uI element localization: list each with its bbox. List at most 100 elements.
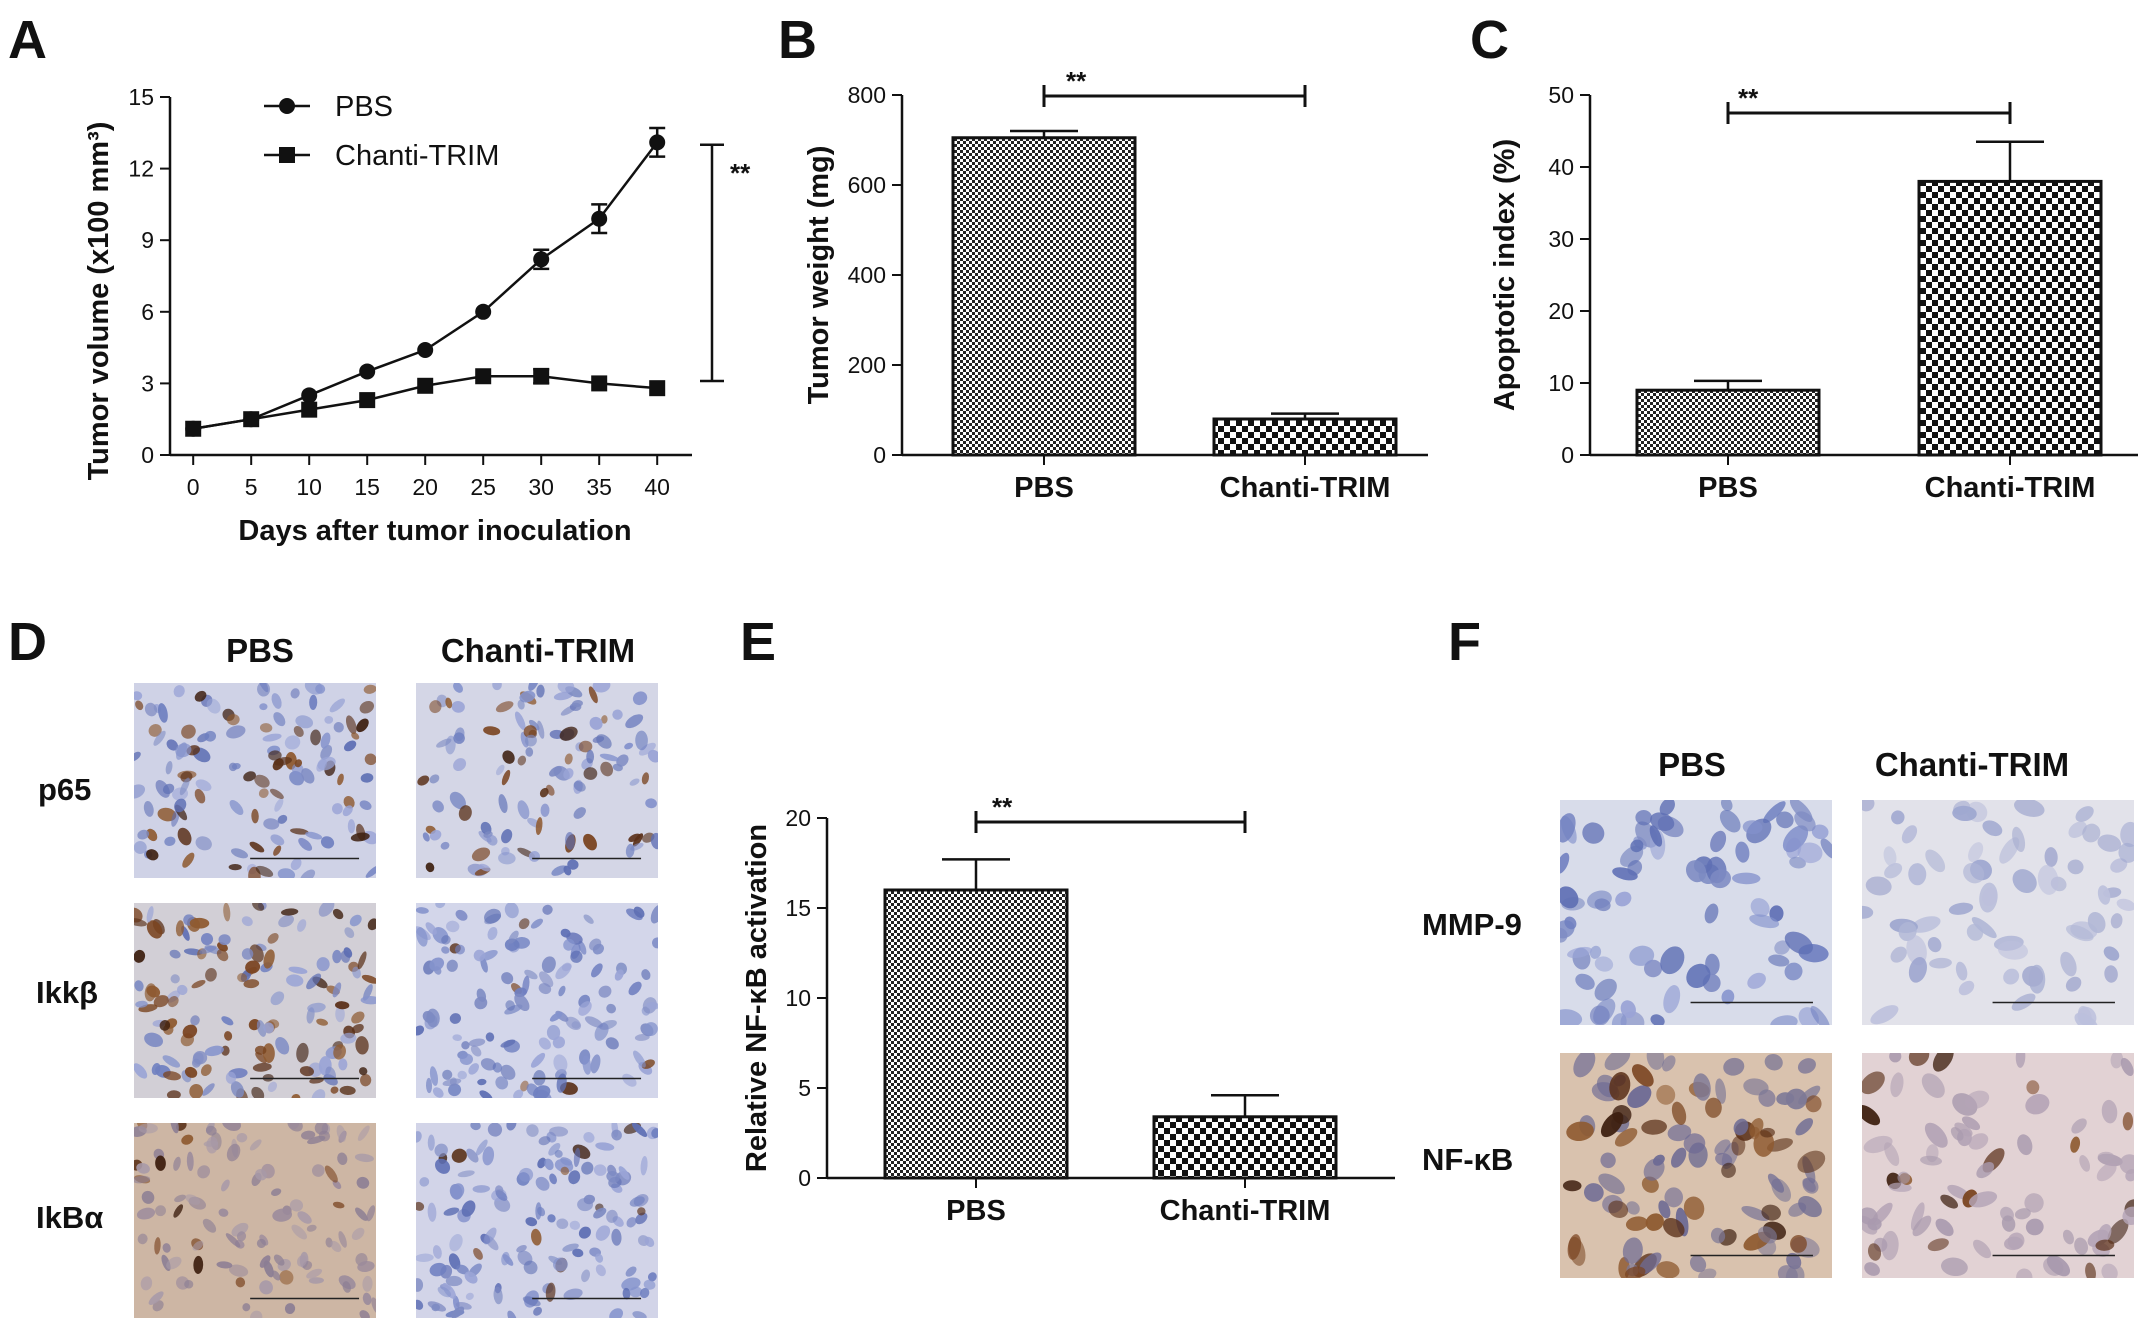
data-point <box>591 375 608 392</box>
nucleus <box>286 974 304 987</box>
nucleus <box>537 1157 547 1169</box>
nucleus <box>560 1166 570 1176</box>
nucleus <box>549 766 562 777</box>
nucleus <box>442 1069 453 1080</box>
nucleus <box>459 1053 474 1066</box>
nucleus <box>221 1016 234 1026</box>
nucleus <box>1638 1252 1662 1275</box>
nucleus <box>640 1155 648 1176</box>
nucleus <box>466 1148 479 1163</box>
nucleus <box>194 690 207 702</box>
nucleus <box>2062 1229 2074 1245</box>
nucleus <box>1795 1118 1814 1136</box>
nucleus <box>1750 898 1770 918</box>
nucleus <box>306 1224 317 1232</box>
nucleus <box>2101 1263 2118 1278</box>
nucleus <box>1612 1105 1632 1125</box>
nucleus <box>1627 1085 1652 1109</box>
nucleus <box>544 1158 554 1171</box>
nucleus <box>1982 887 1998 907</box>
nucleus <box>562 1243 579 1252</box>
nucleus <box>590 1054 601 1074</box>
nucleus <box>338 1058 348 1071</box>
nucleus <box>530 1052 546 1068</box>
panel-label-e: E <box>740 612 776 672</box>
nucleus <box>1735 841 1750 863</box>
panel-label-a: A <box>8 10 47 70</box>
nucleus <box>2025 1218 2044 1236</box>
nucleus <box>225 1071 237 1084</box>
nucleus <box>552 1036 566 1049</box>
nucleus <box>461 1041 470 1050</box>
nucleus <box>2070 1136 2081 1153</box>
nucleus <box>186 1151 194 1171</box>
nucleus <box>2004 1236 2023 1251</box>
nucleus <box>652 937 658 949</box>
nucleus <box>632 833 644 847</box>
tissue-background <box>416 903 658 1098</box>
nucleus <box>221 1179 230 1192</box>
nucleus <box>516 1244 527 1253</box>
nucleus <box>583 833 597 851</box>
nucleus <box>569 1220 581 1230</box>
nucleus <box>2104 965 2118 983</box>
nucleus <box>646 1001 658 1010</box>
nucleus <box>628 833 641 842</box>
nucleus <box>269 788 284 800</box>
nucleus <box>486 834 498 846</box>
nucleus <box>468 1063 479 1075</box>
nucleus <box>1720 800 1733 812</box>
micrograph-d-ikkb-pbs <box>134 903 376 1098</box>
nucleus <box>338 1231 347 1248</box>
nucleus <box>311 1089 326 1098</box>
nucleus <box>167 995 179 1008</box>
panel-label-d: D <box>8 612 47 672</box>
nucleus <box>2079 1155 2091 1172</box>
nucleus <box>457 1070 467 1080</box>
nucleus <box>181 1134 194 1145</box>
nucleus <box>362 1275 373 1292</box>
nucleus <box>1784 962 1803 981</box>
nucleus <box>195 836 212 851</box>
nucleus <box>279 1270 294 1285</box>
nucleus <box>479 1090 493 1098</box>
panel-label-c: C <box>1470 10 1509 70</box>
nucleus <box>245 960 261 974</box>
nucleus <box>1867 1243 1882 1261</box>
nucleus <box>480 1058 496 1071</box>
nucleus <box>525 747 534 757</box>
nucleus <box>191 980 206 989</box>
nucleus <box>1587 890 1612 909</box>
y-tick-label: 200 <box>848 352 886 378</box>
micrograph-d-p65-chanti <box>416 683 658 878</box>
nucleus <box>445 1275 463 1287</box>
nucleus <box>639 1287 650 1299</box>
nucleus <box>165 760 173 775</box>
nucleus <box>437 1286 452 1298</box>
nucleus <box>2120 821 2134 848</box>
nucleus <box>154 1237 161 1255</box>
nucleus <box>628 981 642 996</box>
micrograph-f-mmp9-pbs <box>1560 800 1832 1025</box>
nucleus <box>637 1207 646 1216</box>
nucleus <box>624 742 634 750</box>
nucleus <box>301 1130 316 1140</box>
nucleus <box>1785 1265 1805 1278</box>
nucleus <box>1704 903 1719 924</box>
nucleus <box>1940 1257 1968 1277</box>
nucleus <box>1862 1104 1881 1126</box>
nucleus <box>1719 809 1741 833</box>
nucleus <box>539 787 549 798</box>
nucleus <box>263 1022 275 1034</box>
nucleus <box>137 1233 148 1245</box>
nucleus <box>360 1073 372 1087</box>
bar-chanti-trim <box>1212 417 1398 457</box>
nucleus <box>554 1149 563 1158</box>
nucleus <box>162 783 175 795</box>
nucleus <box>1794 811 1816 832</box>
nucleus <box>1575 973 1595 990</box>
nucleus <box>204 730 217 742</box>
data-point <box>301 401 318 418</box>
nucleus <box>595 1142 615 1151</box>
nucleus <box>443 1207 460 1216</box>
